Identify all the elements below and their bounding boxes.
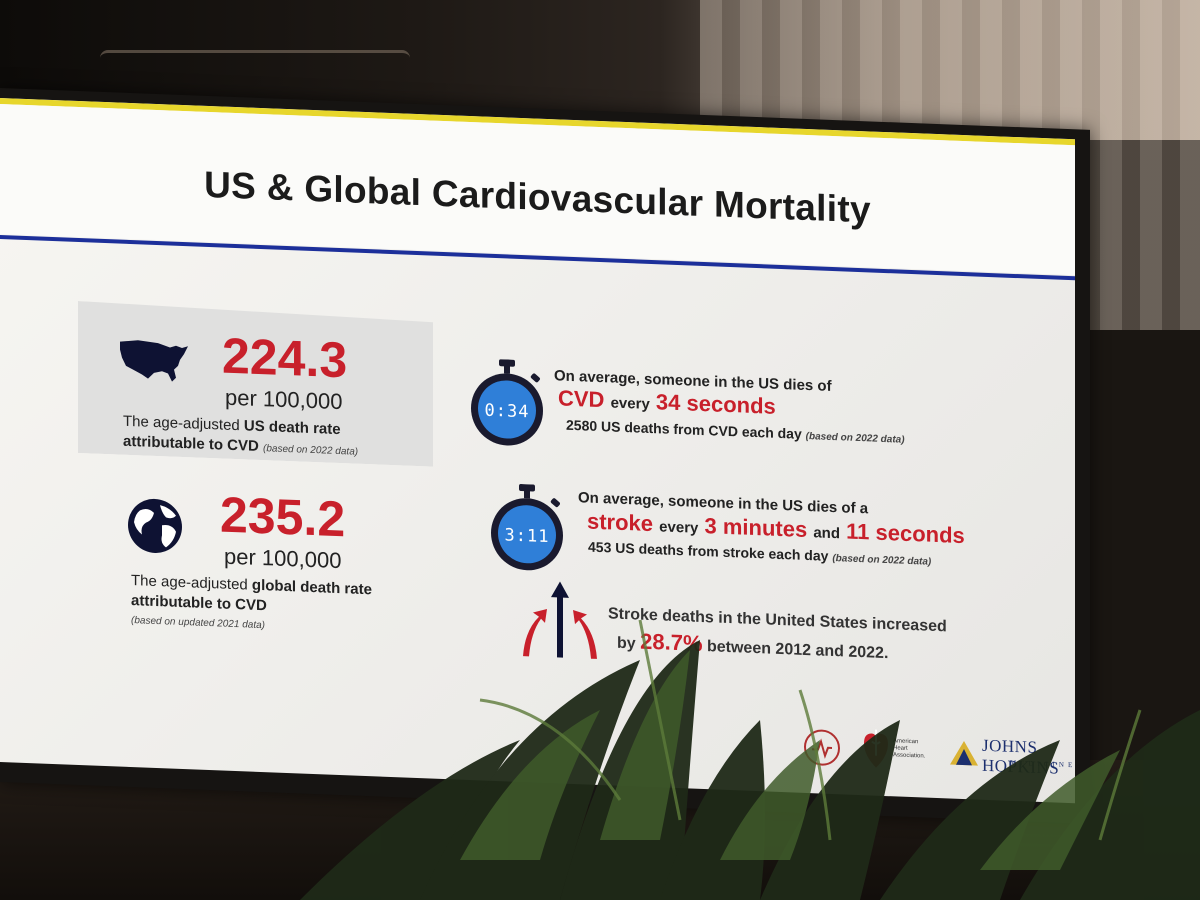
us-desc-bold-2: attributable to CVD [123, 432, 259, 455]
stroke-interval-minutes: 3 minutes [704, 513, 808, 543]
us-rate-unit: per 100,000 [225, 384, 343, 415]
cvd-daily-deaths: 2580 US deaths from CVD each day (based … [566, 417, 905, 446]
globe-icon [128, 498, 182, 553]
cvd-daily-text: 2580 US deaths from CVD each day [566, 416, 802, 442]
cvd-interval: 34 seconds [655, 389, 776, 419]
us-desc-note: (based on 2022 data) [263, 443, 359, 458]
jhm-shield-logo [950, 741, 978, 766]
stopwatch-icon: 3:11 [487, 483, 567, 574]
foreground-plants [300, 619, 1200, 900]
us-desc-bold-1: US death rate [243, 417, 341, 439]
stroke-term: stroke [587, 508, 654, 537]
projection-screen: US & Global Cardiovascular Mortality 224… [0, 88, 1090, 824]
stopwatch-time: 0:34 [484, 400, 530, 423]
stopwatch-graphic [471, 359, 543, 446]
cvd-every: every [610, 394, 650, 413]
global-rate-value: 235.2 [220, 486, 346, 548]
stopwatch-graphic [491, 484, 563, 571]
cvd-term: CVD [558, 385, 605, 413]
slide: US & Global Cardiovascular Mortality 224… [0, 98, 1075, 804]
projector-rail [100, 50, 410, 93]
stroke-every: every [659, 518, 699, 537]
us-rate-value: 224.3 [222, 327, 348, 389]
up-arrows-icon [523, 581, 597, 659]
us-desc-prefix: The age-adjusted [123, 412, 240, 435]
us-map-icon [120, 340, 188, 382]
stopwatch-icon: 0:34 [467, 358, 547, 449]
cvd-daily-note: (based on 2022 data) [805, 430, 905, 446]
